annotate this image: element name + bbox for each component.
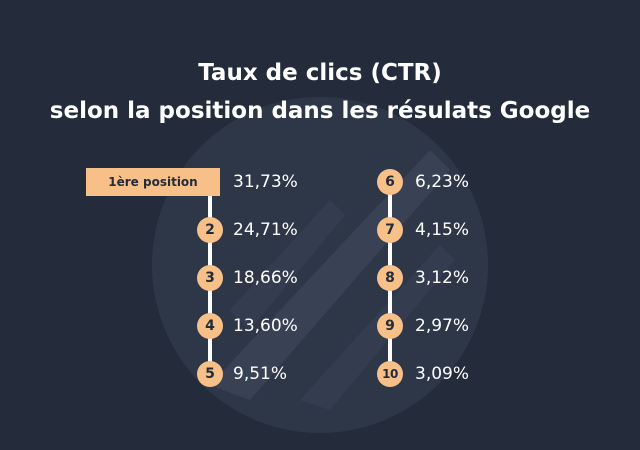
first-position-label: 1ère position bbox=[86, 168, 220, 196]
ctr-column-right: 6 6,23% 7 4,15% 8 3,12% 9 2,97% 10 3,09% bbox=[300, 166, 540, 387]
chart-title: Taux de clics (CTR) selon la position da… bbox=[0, 54, 640, 130]
ctr-row: 5 9,51% bbox=[0, 358, 287, 390]
ctr-value: 6,23% bbox=[415, 172, 470, 192]
position-marker: 10 bbox=[377, 361, 403, 387]
ctr-row: 6 6,23% bbox=[300, 166, 540, 198]
position-marker: 6 bbox=[377, 169, 403, 195]
ctr-value: 18,66% bbox=[233, 268, 298, 288]
ctr-value: 3,09% bbox=[415, 364, 470, 384]
ctr-value: 24,71% bbox=[233, 220, 298, 240]
ctr-value: 9,51% bbox=[233, 364, 288, 384]
ctr-row: 7 4,15% bbox=[300, 214, 540, 246]
position-marker: 2 bbox=[197, 217, 223, 243]
ctr-column-left: 1ère position 31,73% 2 24,71% 3 18,66% 4 13,60%… bbox=[0, 166, 298, 387]
ctr-row: 9 2,97% bbox=[300, 310, 540, 342]
ctr-row: 2 24,71% bbox=[0, 214, 298, 246]
ctr-row: 4 13,60% bbox=[0, 310, 298, 342]
chart-title-line-1: Taux de clics (CTR) bbox=[198, 60, 442, 86]
ctr-value: 31,73% bbox=[233, 172, 298, 192]
ctr-value: 13,60% bbox=[233, 316, 298, 336]
ctr-value: 3,12% bbox=[415, 268, 470, 288]
ctr-row: 1ère position 31,73% bbox=[0, 166, 298, 198]
position-marker: 7 bbox=[377, 217, 403, 243]
position-marker: 3 bbox=[197, 265, 223, 291]
position-marker: 4 bbox=[197, 313, 223, 339]
ctr-row: 3 18,66% bbox=[0, 262, 298, 294]
chart-title-line-2: selon la position dans les résulats Goog… bbox=[49, 98, 591, 124]
ctr-row: 8 3,12% bbox=[300, 262, 540, 294]
ctr-value: 2,97% bbox=[415, 316, 470, 336]
position-marker: 9 bbox=[377, 313, 403, 339]
ctr-row: 10 3,09% bbox=[300, 358, 540, 390]
ctr-value: 4,15% bbox=[415, 220, 470, 240]
position-marker: 8 bbox=[377, 265, 403, 291]
position-marker: 5 bbox=[197, 361, 223, 387]
